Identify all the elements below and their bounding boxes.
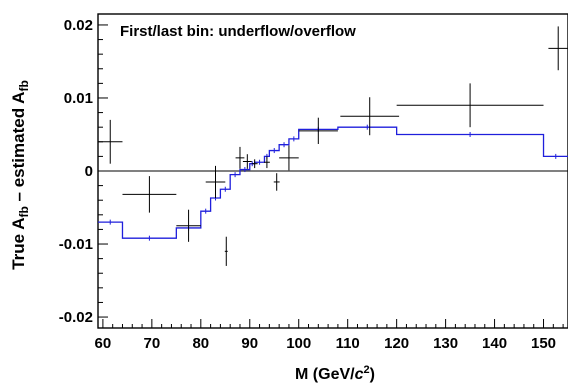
x-tick-label: 90 (241, 335, 258, 352)
y-axis-label-sub2: fb (17, 80, 31, 91)
errorbar-point (396, 83, 544, 128)
x-tick-label: 80 (192, 335, 209, 352)
errorbar-point (298, 117, 338, 144)
y-tick-label: -0.01 (59, 236, 93, 253)
errorbar-point (205, 165, 226, 199)
y-axis-label-part1: True A (9, 218, 28, 270)
errorbar-point (263, 156, 270, 169)
errorbar-point (279, 145, 299, 171)
x-tick-label: 150 (531, 335, 556, 352)
x-axis-label: M (GeV/c2) (295, 364, 375, 383)
errorbar-point (224, 236, 228, 266)
y-tick-label: 0 (85, 163, 93, 180)
step-line (98, 126, 568, 239)
y-tick-label: 0.01 (64, 90, 93, 107)
y-axis-label: True Afb – estimated Afb (9, 80, 31, 270)
x-tick-label: 140 (482, 335, 507, 352)
y-axis-label-part2: – estimated A (9, 92, 28, 207)
errorbar-point (340, 97, 400, 136)
x-axis-label-sup: 2 (364, 364, 370, 376)
y-tick-label: 0.02 (64, 17, 93, 34)
axis-ticks: 60 70 80 90 100 110 120 130 140 150 -0.02 -0.01 0 0.0… (59, 17, 564, 352)
x-tick-label: 110 (336, 335, 360, 352)
y-axis-label-sub1: fb (17, 206, 31, 217)
errorbar-point (242, 154, 252, 169)
x-tick-label: 120 (384, 335, 409, 352)
x-tick-label: 60 (95, 335, 112, 352)
errorbar-series (98, 26, 568, 266)
step-series (98, 124, 568, 241)
x-axis-label-c: c (355, 366, 364, 383)
errorbar-point (251, 159, 258, 169)
errorbar-point (122, 176, 177, 213)
errorbar-point (548, 26, 568, 71)
x-axis-label-close: ) (370, 366, 375, 383)
annotation-text: First/last bin: underflow/overflow (120, 23, 356, 40)
x-axis-label-main: M (GeV/ (295, 366, 355, 383)
errorbar-point (273, 173, 280, 191)
x-tick-label: 100 (286, 335, 311, 352)
x-tick-label: 130 (433, 335, 458, 352)
errorbar-point (176, 209, 201, 242)
y-tick-label: -0.02 (59, 309, 93, 326)
x-tick-label: 70 (144, 335, 161, 352)
errorbar-point (235, 146, 245, 169)
